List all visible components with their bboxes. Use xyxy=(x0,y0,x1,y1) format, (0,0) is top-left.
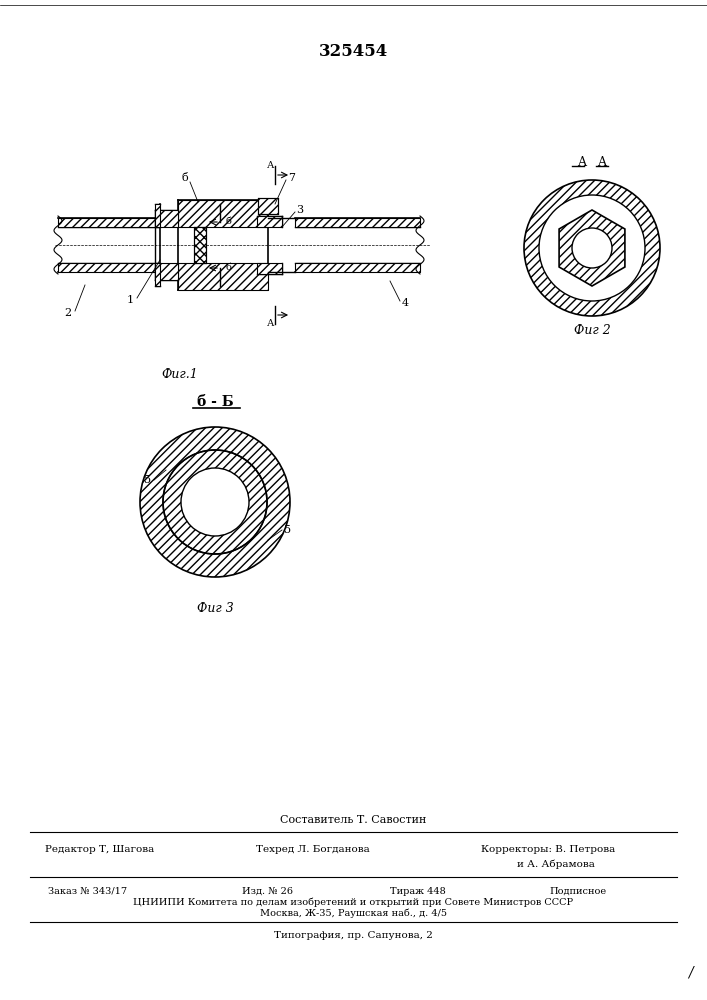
Bar xyxy=(155,263,160,286)
Text: 325454: 325454 xyxy=(318,43,387,60)
Bar xyxy=(155,263,178,280)
Text: Редактор Т, Шагова: Редактор Т, Шагова xyxy=(45,846,155,854)
Text: Фиг 2: Фиг 2 xyxy=(573,324,610,336)
Circle shape xyxy=(140,427,290,577)
Text: б - Б: б - Б xyxy=(197,395,233,409)
Text: А: А xyxy=(267,161,275,170)
Bar xyxy=(295,218,420,227)
Text: Типография, пр. Сапунова, 2: Типография, пр. Сапунова, 2 xyxy=(274,932,433,940)
Polygon shape xyxy=(559,210,625,286)
Bar xyxy=(178,200,268,227)
Bar xyxy=(58,218,160,227)
Text: б: б xyxy=(226,218,232,227)
Text: Подписное: Подписное xyxy=(549,886,607,896)
Text: Заказ № 343/17: Заказ № 343/17 xyxy=(49,886,127,896)
Text: 2: 2 xyxy=(64,308,71,318)
Text: 1: 1 xyxy=(127,295,134,305)
Text: б: б xyxy=(182,173,188,183)
Bar xyxy=(58,263,160,272)
Circle shape xyxy=(163,450,267,554)
Text: /: / xyxy=(688,965,692,979)
Text: 5: 5 xyxy=(284,525,291,535)
Bar xyxy=(257,216,282,227)
Bar xyxy=(258,198,278,214)
Text: A   A: A A xyxy=(577,155,607,168)
Text: Корректоры: В. Петрова: Корректоры: В. Петрова xyxy=(481,846,615,854)
Text: 3: 3 xyxy=(296,205,303,215)
Circle shape xyxy=(524,180,660,316)
Text: Москва, Ж-35, Раушская наб., д. 4/5: Москва, Ж-35, Раушская наб., д. 4/5 xyxy=(259,908,447,918)
Text: ЦНИИПИ Комитета по делам изобретений и открытий при Совете Министров СССР: ЦНИИПИ Комитета по делам изобретений и о… xyxy=(133,897,573,907)
Text: 7: 7 xyxy=(288,173,296,183)
Text: А: А xyxy=(267,320,275,328)
Circle shape xyxy=(572,228,612,268)
Text: 5: 5 xyxy=(144,475,151,485)
Text: Изд. № 26: Изд. № 26 xyxy=(243,886,293,896)
Text: б: б xyxy=(226,263,232,272)
Circle shape xyxy=(163,450,267,554)
Text: Техред Л. Богданова: Техред Л. Богданова xyxy=(256,846,370,854)
Bar xyxy=(155,210,178,227)
Text: Тираж 448: Тираж 448 xyxy=(390,886,446,896)
Text: и А. Абрамова: и А. Абрамова xyxy=(517,859,595,869)
Text: 4: 4 xyxy=(402,298,409,308)
Bar xyxy=(178,263,268,290)
Text: Фиг.1: Фиг.1 xyxy=(162,368,199,381)
Bar xyxy=(295,263,420,272)
Circle shape xyxy=(181,468,249,536)
Circle shape xyxy=(539,195,645,301)
Bar xyxy=(194,227,206,263)
Text: Составитель Т. Савостин: Составитель Т. Савостин xyxy=(280,815,426,825)
Bar xyxy=(155,204,160,227)
Text: Фиг 3: Фиг 3 xyxy=(197,601,233,614)
Bar xyxy=(257,263,282,274)
